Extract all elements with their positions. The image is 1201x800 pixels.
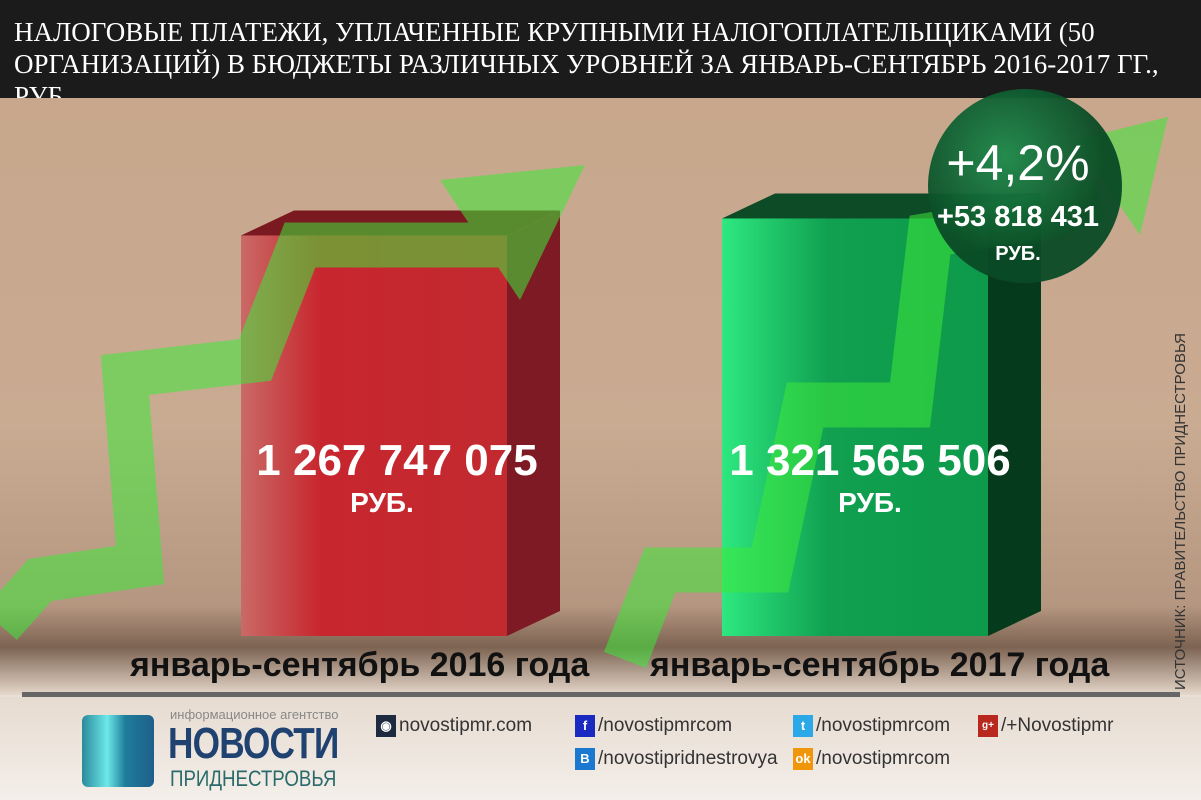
growth-unit: РУБ. bbox=[995, 243, 1040, 265]
twitter-link[interactable]: t/novostipmrcom bbox=[793, 715, 950, 737]
twitter-icon: t bbox=[793, 715, 813, 737]
divider bbox=[22, 692, 1180, 697]
logo-main: НОВОСТИ bbox=[168, 719, 339, 768]
growth-arrow-left bbox=[0, 165, 585, 640]
value-label-2016: 1 267 747 075 bbox=[256, 436, 537, 485]
vk-icon: B bbox=[575, 748, 595, 770]
bar-side-1 bbox=[988, 193, 1041, 636]
footer bbox=[0, 697, 1201, 800]
bar-chart: +4,2% +53 818 431 РУБ. 1 267 747 075 РУБ… bbox=[0, 89, 1168, 669]
odnoklassniki-icon: ok bbox=[793, 748, 813, 770]
agency-label: информационное агентство bbox=[170, 707, 339, 722]
logo-icon bbox=[82, 715, 154, 787]
chart-title: Налоговые платежи, уплаченные крупными н… bbox=[0, 0, 1201, 111]
category-label-2016: январь-сентябрь 2016 года bbox=[130, 646, 590, 684]
growth-badge bbox=[928, 89, 1122, 283]
vk-link[interactable]: B/novostipridnestrovya bbox=[575, 748, 778, 770]
facebook-icon: f bbox=[575, 715, 595, 737]
growth-percent: +4,2% bbox=[946, 135, 1089, 191]
category-label-2017: январь-сентябрь 2017 года bbox=[650, 646, 1110, 684]
google-plus-icon: g+ bbox=[978, 715, 998, 737]
value-label-2017: 1 321 565 506 bbox=[729, 436, 1010, 485]
globe-icon: ◉ bbox=[376, 715, 396, 737]
source-note: ИСТОЧНИК: ПРАВИТЕЛЬСТВО ПРИДНЕСТРОВЬЯ bbox=[1172, 333, 1189, 690]
logo-sub: ПРИДНЕСТРОВЬЯ bbox=[170, 766, 337, 791]
facebook-link[interactable]: f/novostipmrcom bbox=[575, 715, 732, 737]
website-link[interactable]: ◉ novostipmr.com bbox=[376, 715, 532, 737]
bar-side-0 bbox=[507, 210, 560, 636]
growth-difference: +53 818 431 bbox=[937, 201, 1099, 233]
unit-label-2016: РУБ. bbox=[350, 487, 414, 518]
google-plus-link[interactable]: g+/+Novostipmr bbox=[978, 715, 1113, 737]
unit-label-2017: РУБ. bbox=[838, 487, 902, 518]
odnoklassniki-link[interactable]: ok/novostipmrcom bbox=[793, 748, 950, 770]
